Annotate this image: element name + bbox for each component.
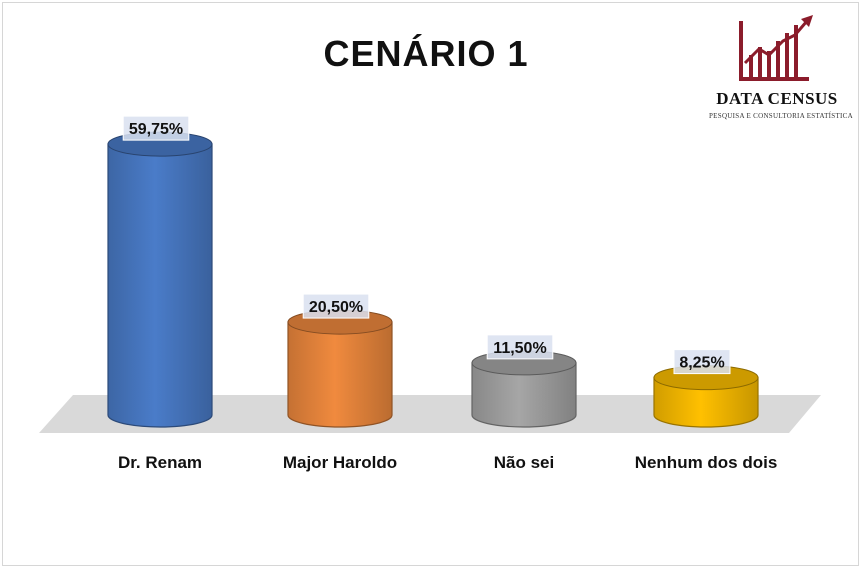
logo-bar [767, 51, 771, 77]
logo-bar [758, 47, 762, 77]
value-label-major-haroldo: 20,50% [309, 299, 363, 316]
category-label-dr-renam: Dr. Renam [118, 453, 202, 472]
labels-group: 59,75% Dr. Renam 20,50% Major Haroldo 11,50%… [118, 115, 778, 472]
data-census-logo: DATA CENSUS PESQUISA E CONSULTORIA ESTAT… [707, 15, 857, 125]
bars-group [107, 131, 759, 428]
logo-axes [739, 21, 809, 81]
category-label-nao-sei: Não sei [494, 453, 554, 472]
category-label-nenhum-dos-dois: Nenhum dos dois [635, 453, 778, 472]
logo-bar [785, 33, 789, 77]
value-label-box-major-haroldo [302, 293, 370, 319]
growth-chart-icon [739, 15, 813, 81]
logo-name: DATA CENSUS [716, 89, 838, 108]
bar-major-haroldo [287, 321, 393, 428]
value-label-nenhum-dos-dois: 8,25% [679, 355, 724, 372]
plot-area: 59,75% Dr. Renam 20,50% Major Haroldo 11,50%… [39, 115, 821, 472]
bar-nao-sei [471, 362, 577, 428]
logo-bar [749, 55, 753, 77]
bar-dr-renam [107, 143, 213, 428]
logo-tagline: PESQUISA E CONSULTORIA ESTATÍSTICA [708, 112, 854, 120]
logo-trend-line [743, 20, 809, 65]
logo-bar [776, 41, 780, 77]
value-label-nao-sei: 11,50% [493, 340, 546, 357]
logo-bar [794, 25, 798, 77]
value-label-box-dr-renam [122, 115, 190, 141]
chart-frame: CENÁRIO 1 59,75% Dr. Renam 20,50% Major Har… [2, 2, 859, 566]
value-label-box-nao-sei [486, 334, 554, 360]
category-label-major-haroldo: Major Haroldo [283, 453, 397, 472]
floor-plane [39, 395, 821, 433]
value-label-box-nenhum-dos-dois [673, 349, 731, 375]
chart-title: CENÁRIO 1 [323, 33, 529, 74]
logo-arrow-head [801, 15, 813, 27]
bar-nenhum-dos-dois [653, 377, 759, 428]
value-label-dr-renam: 59,75% [129, 121, 183, 138]
